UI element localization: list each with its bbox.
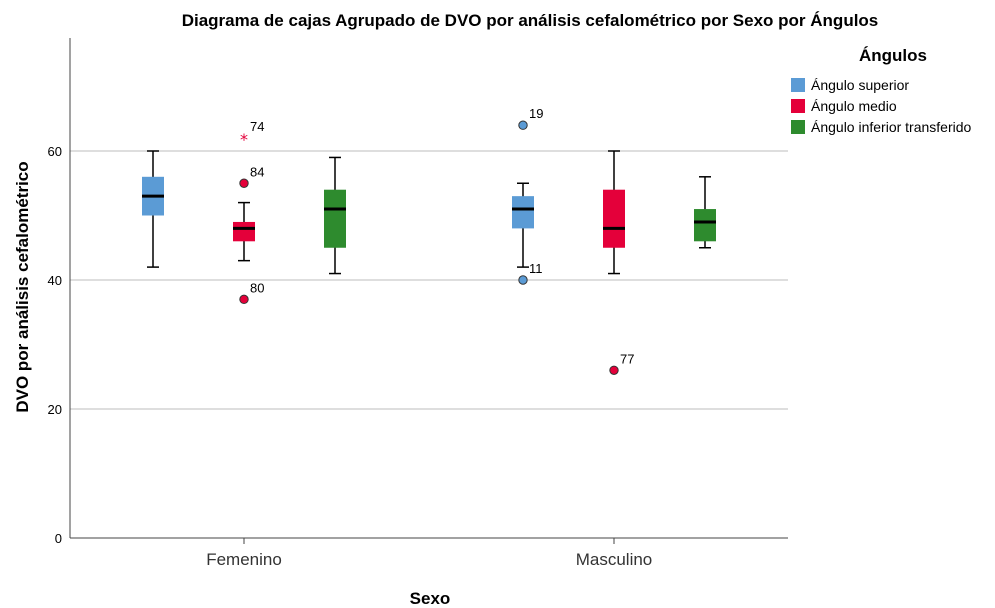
box-1-0: *74 84 80 bbox=[233, 119, 264, 305]
box-body bbox=[233, 221, 255, 242]
outlier-point bbox=[239, 294, 249, 305]
outlier-point bbox=[609, 365, 619, 375]
outlier-point bbox=[239, 178, 249, 188]
y-tick-label: 40 bbox=[48, 273, 62, 288]
x-axis-title: Sexo bbox=[410, 589, 451, 608]
y-tick-label: 0 bbox=[55, 531, 62, 546]
y-tick-label: 20 bbox=[48, 402, 62, 417]
outlier-label: 19 bbox=[529, 106, 543, 121]
legend-swatch bbox=[791, 99, 805, 113]
outlier-label: 84 bbox=[250, 164, 264, 179]
legend-title: Ángulos bbox=[859, 46, 927, 65]
x-tick-label: Masculino bbox=[576, 550, 653, 569]
box-0-0 bbox=[142, 150, 164, 268]
x-tick-label: Femenino bbox=[206, 550, 282, 569]
box-body bbox=[324, 189, 346, 248]
outlier-label: 74 bbox=[250, 119, 264, 134]
box-2-0 bbox=[324, 156, 346, 275]
legend-swatch bbox=[791, 78, 805, 92]
chart-title: Diagrama de cajas Agrupado de DVO por an… bbox=[182, 11, 879, 30]
legend: Ángulos Ángulo superior Ángulo medio Ángul… bbox=[791, 46, 972, 135]
outlier-star: * bbox=[240, 130, 248, 149]
legend-label: Ángulo medio bbox=[811, 98, 897, 114]
box-2-1 bbox=[694, 176, 716, 249]
outlier-label: 77 bbox=[620, 351, 634, 366]
outlier-point bbox=[518, 120, 528, 130]
outlier-label: 80 bbox=[250, 280, 264, 295]
box-body bbox=[603, 189, 625, 248]
box-1-1: 77 bbox=[603, 150, 634, 375]
box-body bbox=[512, 196, 534, 229]
outlier-point bbox=[518, 275, 528, 285]
y-axis-title: DVO por análisis cefalométrico bbox=[13, 161, 32, 412]
box-body bbox=[694, 209, 716, 242]
legend-label: Ángulo inferior transferido bbox=[811, 119, 972, 135]
outlier-label: 11 bbox=[529, 261, 543, 276]
legend-swatch bbox=[791, 120, 805, 134]
y-tick-label: 60 bbox=[48, 144, 62, 159]
legend-label: Ángulo superior bbox=[811, 77, 909, 93]
